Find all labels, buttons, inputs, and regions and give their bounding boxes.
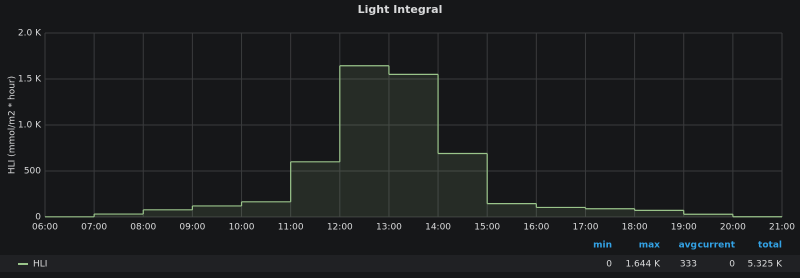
y-axis-label: HLI (mmol/m2 * hour) [8,76,18,174]
area-step [339,65,389,217]
x-tick-label: 19:00 [671,223,697,233]
x-tick-label: 07:00 [81,223,107,233]
legend-label: HLI [33,260,47,270]
x-tick-label: 11:00 [278,223,304,233]
area-step [192,205,242,217]
x-tick-label: 18:00 [622,223,648,233]
legend-stat: 0 [729,260,735,270]
legend-stat: 333 [680,260,697,270]
legend-stat: 5.325 K [747,260,783,270]
legend-stat: 1.644 K [625,260,661,270]
y-tick-label: 1.0 K [18,121,42,131]
x-tick-label: 08:00 [130,223,156,233]
area-step [241,201,291,217]
x-tick-label: 12:00 [327,223,353,233]
x-tick-label: 20:00 [720,223,746,233]
y-tick-label: 0 [35,213,41,223]
x-tick-label: 06:00 [32,223,58,233]
x-tick-label: 17:00 [572,223,598,233]
legend-header: total [758,241,782,251]
x-tick-label: 10:00 [229,223,255,233]
legend-header: max [639,241,660,251]
area-step [536,207,586,217]
area-step [683,214,733,217]
area-step [143,209,193,217]
legend-header: avg [679,241,697,251]
area-step [290,161,340,217]
legend-row-background [0,255,800,272]
chart-title: Light Integral [358,3,443,16]
legend-header: current [698,241,736,251]
legend-stat: 0 [606,260,612,270]
area-step [388,74,439,218]
x-tick-label: 14:00 [425,223,451,233]
x-tick-label: 15:00 [474,223,500,233]
x-tick-label: 21:00 [769,223,795,233]
x-tick-label: 16:00 [523,223,549,233]
area-step [585,208,635,217]
area-step [94,214,144,217]
x-tick-label: 09:00 [179,223,205,233]
area-step [634,210,684,217]
y-tick-label: 2.0 K [18,29,42,39]
y-tick-label: 500 [24,167,41,177]
legend-header: min [593,241,612,251]
y-tick-label: 1.5 K [18,75,42,85]
area-step [438,153,488,217]
area-step [487,203,537,217]
x-tick-label: 13:00 [376,223,402,233]
